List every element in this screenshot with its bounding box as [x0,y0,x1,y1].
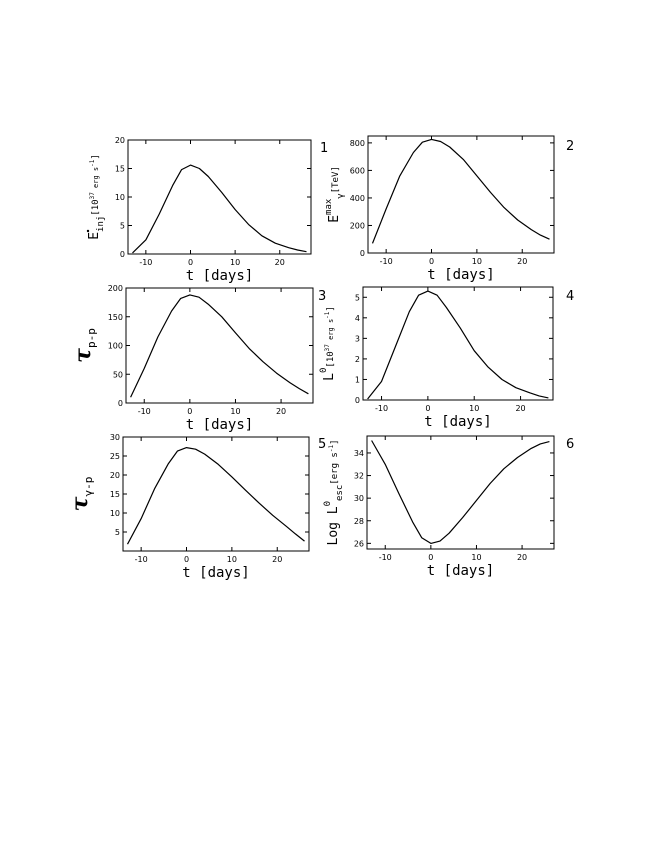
y-tick-label: 5 [355,293,360,302]
y-axis-label: τγ-p [67,477,95,512]
y-tick-label: 800 [350,139,365,148]
x-tick-label: 0 [188,258,193,267]
y-tick-label: 32 [354,472,364,481]
x-tick-label: 0 [187,407,192,416]
x-tick-label: -10 [379,553,392,562]
panel-number: 4 [566,289,574,304]
x-tick-label: -10 [380,257,393,266]
x-tick-label: -10 [375,404,388,413]
y-tick-label: 25 [110,452,120,461]
x-tick-label: -10 [135,555,148,564]
y-tick-label: 0 [355,396,360,405]
x-tick-label: 10 [469,404,479,413]
panel-5: -10 0 10 20 5 10 15 20 25 30 t [days] 5 τγ-p [67,433,326,581]
y-axis-label: Emaxγ[TeV] [324,166,346,223]
x-tick-label: 10 [227,555,237,564]
y-tick-label: 50 [113,370,123,379]
y-tick-label: 100 [108,342,123,351]
y-tick-label: 10 [115,193,125,202]
y-axis-label: L0[1037 erg s-1] [319,306,337,381]
x-tick-label: 0 [184,555,189,564]
y-tick-label: 400 [350,194,365,203]
y-tick-label: 15 [115,165,125,174]
y-tick-label: 34 [354,449,364,458]
series-line [132,164,307,254]
y-tick-label: 0 [360,249,365,258]
x-tick-label: 20 [275,258,285,267]
x-axis-label: t [days] [427,563,494,579]
x-tick-label: -10 [138,407,151,416]
series-line [371,440,550,544]
panel-number: 5 [318,437,326,452]
plot-frame [127,139,312,255]
y-tick-label: 200 [350,221,365,230]
panel-6: -10 0 10 20 26 28 30 32 34 t [days] 6 Log L0esc[erg… [323,435,574,579]
plot-frame [366,435,555,550]
x-axis-label: t [days] [186,417,253,433]
x-tick-label: 10 [230,258,240,267]
y-tick-label: 26 [354,539,364,548]
y-tick-label: 200 [108,284,123,293]
x-tick-label: 10 [471,553,481,562]
x-tick-label: 20 [276,407,286,416]
y-tick-label: 10 [110,509,120,518]
plot-frame [367,135,555,254]
y-tick-label: 150 [108,313,123,322]
x-axis-label: t [days] [424,414,491,430]
series-line [126,447,305,545]
series-line [367,290,549,400]
x-axis-label: t [days] [427,267,494,283]
x-axis-label: t [days] [186,268,253,284]
y-tick-label: 15 [110,490,120,499]
y-axis-label: Log L0esc[erg s-1] [323,440,345,546]
x-tick-label: 0 [429,257,434,266]
x-tick-label: 10 [472,257,482,266]
y-tick-label: 0 [118,399,123,408]
y-tick-label: 600 [350,166,365,175]
panel-number: 6 [566,437,574,452]
x-tick-label: 0 [425,404,430,413]
y-tick-label: 20 [115,136,125,145]
x-tick-label: 10 [230,407,240,416]
panel-number: 3 [318,289,326,304]
x-tick-label: -10 [139,258,152,267]
x-tick-label: 20 [272,555,282,564]
panel-4: -10 0 10 20 0 1 2 3 4 5 t [days] 4 L0[1037 erg s-1] [319,286,574,430]
panel-1: -10 0 10 20 0 5 10 15 20 t [days] 1 Einj[1037 erg s… [86,136,328,284]
y-tick-label: 30 [354,494,364,503]
x-tick-label: 20 [515,404,525,413]
y-tick-label: 2 [355,355,360,364]
x-tick-label: 20 [517,257,527,266]
plot-frame [362,286,554,401]
x-tick-label: 0 [428,553,433,562]
y-tick-label: 3 [355,334,360,343]
series-line [130,294,309,398]
x-tick-label: 20 [517,553,527,562]
panel-number: 1 [320,141,328,156]
y-tick-label: 1 [355,375,360,384]
y-tick-label: 5 [120,222,125,231]
y-axis-label: Einj[1037 erg s-1] [87,154,106,240]
y-tick-label: 30 [110,433,120,442]
y-tick-label: 0 [120,250,125,259]
panel-number: 2 [566,139,574,154]
y-tick-label: 28 [354,517,364,526]
series-line [371,138,550,244]
dot-accent [86,229,90,233]
y-tick-label: 20 [110,471,120,480]
x-axis-label: t [days] [182,565,249,581]
y-axis-label: τp-p [70,328,98,363]
y-tick-label: 5 [115,528,120,537]
plot-frame [122,436,310,552]
y-tick-label: 4 [355,314,360,323]
